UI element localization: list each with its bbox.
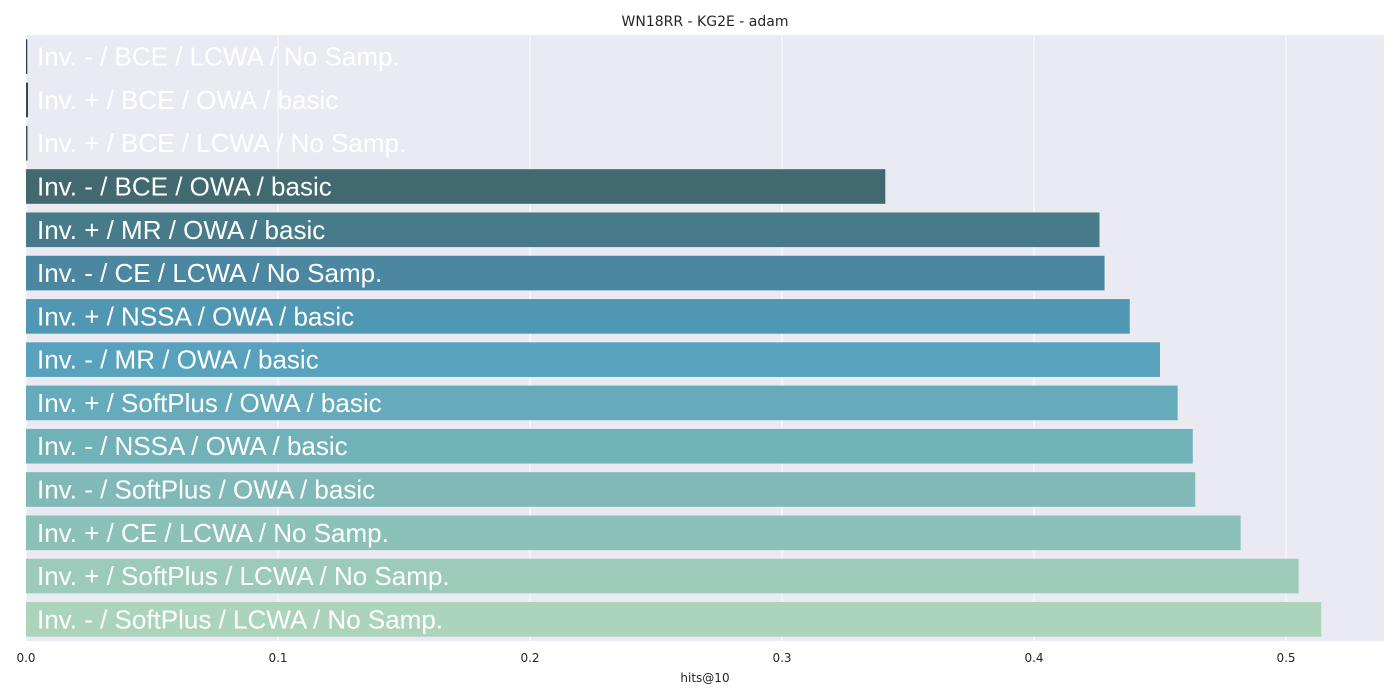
bar bbox=[26, 472, 1196, 507]
bar-category-label: Inv. + / BCE / LCWA / No Samp. bbox=[37, 128, 406, 158]
bar bbox=[26, 602, 1322, 637]
bar bbox=[26, 428, 1193, 464]
bar bbox=[26, 385, 1178, 421]
bar bbox=[26, 558, 1299, 594]
bar bbox=[26, 39, 28, 74]
x-tick-label: 0.4 bbox=[1024, 651, 1043, 665]
bar bbox=[26, 255, 1105, 291]
bar bbox=[26, 125, 28, 161]
bar-category-label: Inv. + / MR / OWA / basic bbox=[37, 215, 325, 245]
bar-category-label: Inv. + / SoftPlus / LCWA / No Samp. bbox=[37, 561, 450, 591]
bar bbox=[26, 515, 1241, 551]
bar-category-label: Inv. - / BCE / LCWA / No Samp. bbox=[37, 42, 400, 72]
bar bbox=[26, 82, 29, 118]
bar-category-label: Inv. - / SoftPlus / LCWA / No Samp. bbox=[37, 604, 443, 634]
bar-category-label: Inv. - / NSSA / OWA / basic bbox=[37, 431, 348, 461]
bar bbox=[26, 342, 1160, 377]
bars: Inv. - / BCE / LCWA / No Samp. Inv. + / B… bbox=[26, 39, 1322, 637]
x-axis-label: hits@10 bbox=[680, 671, 729, 685]
bar-category-label: Inv. + / CE / LCWA / No Samp. bbox=[37, 518, 389, 548]
bar-category-label: Inv. - / CE / LCWA / No Samp. bbox=[37, 258, 382, 288]
bar-category-label: Inv. - / BCE / OWA / basic bbox=[37, 172, 332, 202]
x-tick-label: 0.2 bbox=[520, 651, 539, 665]
bar-category-label: Inv. + / BCE / OWA / basic bbox=[37, 85, 338, 115]
bar-category-label: Inv. - / MR / OWA / basic bbox=[37, 345, 319, 375]
chart-title: WN18RR - KG2E - adam bbox=[622, 14, 789, 30]
bar bbox=[26, 212, 1100, 248]
x-axis-ticks: 0.0 0.1 0.2 0.3 0.4 0.5 bbox=[16, 651, 1295, 665]
x-tick-label: 0.3 bbox=[772, 651, 791, 665]
x-tick-label: 0.0 bbox=[16, 651, 35, 665]
x-tick-label: 0.1 bbox=[268, 651, 287, 665]
bar-category-label: Inv. - / SoftPlus / OWA / basic bbox=[37, 475, 375, 505]
bar-category-label: Inv. + / SoftPlus / OWA / basic bbox=[37, 388, 382, 418]
x-tick-label: 0.5 bbox=[1276, 651, 1295, 665]
bar bbox=[26, 169, 886, 204]
bar-category-label: Inv. + / NSSA / OWA / basic bbox=[37, 301, 354, 331]
bar bbox=[26, 299, 1130, 334]
